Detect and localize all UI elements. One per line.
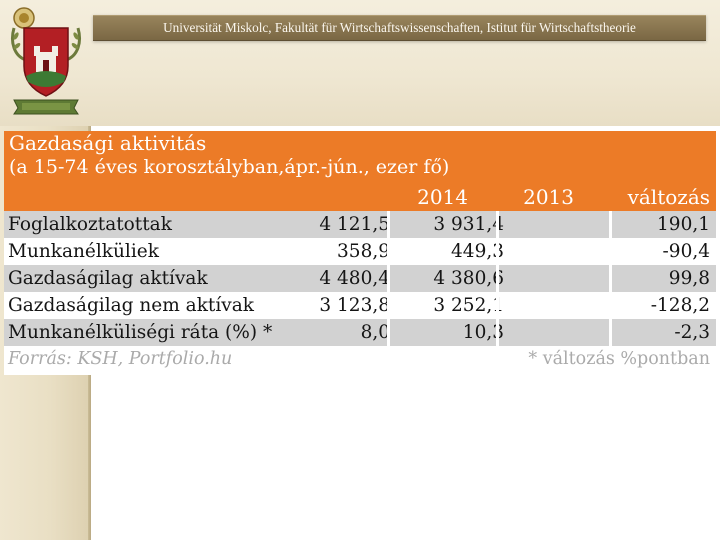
- table-row: Munkanélküliek 358,9 449,3 -90,4: [4, 238, 716, 265]
- university-crest-icon: [11, 7, 81, 115]
- data-table-panel: Gazdasági aktivitás (a 15-74 éves korosz…: [4, 131, 716, 375]
- source-note: Forrás: KSH, Portfolio.hu: [8, 349, 233, 369]
- value-2014: 4 480,4: [319, 268, 390, 289]
- row-label: Foglalkoztatottak: [8, 214, 172, 235]
- value-2013: 10,3: [462, 322, 504, 343]
- column-header-change: változás: [627, 185, 710, 209]
- value-change: 99,8: [668, 268, 710, 289]
- value-change: -90,4: [662, 241, 710, 262]
- column-divider: [496, 211, 499, 347]
- row-label: Munkanélküliek: [8, 241, 159, 262]
- value-2013: 4 380,6: [433, 268, 504, 289]
- column-header-2013: 2013: [523, 185, 574, 209]
- column-header-2014: 2014: [417, 185, 468, 209]
- footnote: * változás %pontban: [528, 349, 710, 369]
- table-row: Gazdaságilag aktívak 4 480,4 4 380,6 99,…: [4, 265, 716, 292]
- value-change: 190,1: [657, 214, 710, 235]
- value-change: -128,2: [650, 295, 710, 316]
- column-divider: [609, 211, 612, 347]
- row-label: Munkanélküliségi ráta (%) *: [8, 322, 273, 343]
- table-header: Gazdasági aktivitás (a 15-74 éves korosz…: [4, 131, 716, 211]
- column-divider: [387, 211, 390, 347]
- row-label: Gazdaságilag aktívak: [8, 268, 208, 289]
- header-title-bar: Universität Miskolc, Fakultät für Wirtsc…: [93, 15, 706, 41]
- value-2014: 3 123,8: [319, 295, 390, 316]
- value-2014: 8,0: [360, 322, 390, 343]
- header-title: Universität Miskolc, Fakultät für Wirtsc…: [163, 20, 636, 35]
- value-2014: 4 121,5: [319, 214, 390, 235]
- table-footer: Forrás: KSH, Portfolio.hu * változás %po…: [4, 347, 716, 375]
- value-2013: 3 931,4: [433, 214, 504, 235]
- table-row: Munkanélküliségi ráta (%) * 8,0 10,3 -2,…: [4, 319, 716, 346]
- table-row: Gazdaságilag nem aktívak 3 123,8 3 252,1…: [4, 292, 716, 319]
- row-label: Gazdaságilag nem aktívak: [8, 295, 254, 316]
- table-row: Foglalkoztatottak 4 121,5 3 931,4 190,1: [4, 211, 716, 238]
- value-2013: 449,3: [451, 241, 504, 262]
- value-change: -2,3: [674, 322, 710, 343]
- value-2013: 3 252,1: [433, 295, 504, 316]
- table-subtitle: (a 15-74 éves korosztályban,ápr.-jún., e…: [9, 156, 450, 178]
- value-2014: 358,9: [337, 241, 390, 262]
- table-title: Gazdasági aktivitás: [9, 131, 207, 155]
